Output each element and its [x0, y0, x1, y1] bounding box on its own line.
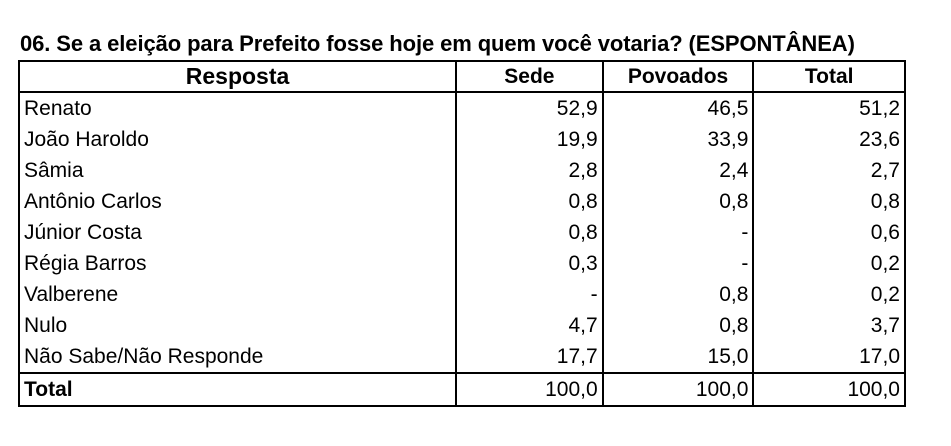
- cell-resposta: Júnior Costa: [24, 221, 142, 244]
- cell-sede: 52,9: [455, 92, 603, 124]
- cell-sede: 0,3: [455, 248, 603, 279]
- cell-total: 0,6: [752, 217, 905, 248]
- table-row: Antônio Carlos 0,8 0,8 0,8: [19, 186, 905, 217]
- total-povoados: 100,0: [601, 372, 754, 406]
- cell-total: 23,6: [752, 124, 905, 155]
- cell-povoados: 0,8: [601, 279, 754, 310]
- table-row: Valberene - 0,8 0,2: [19, 279, 905, 310]
- cell-povoados: 46,5: [601, 92, 754, 124]
- cell-total: 17,0: [752, 341, 905, 373]
- cell-povoados: 0,8: [601, 186, 754, 217]
- cell-total: 0,2: [752, 248, 905, 279]
- cell-resposta: João Haroldo: [24, 128, 149, 151]
- header-povoados: Povoados: [601, 61, 754, 93]
- cell-resposta: Antônio Carlos: [24, 190, 162, 213]
- table-header-row: Resposta Sede Povoados Total: [19, 61, 905, 93]
- table-row: Não Sabe/Não Responde 17,7 15,0 17,0: [19, 341, 905, 373]
- cell-sede: -: [455, 279, 603, 310]
- header-sede: Sede: [455, 61, 603, 93]
- cell-total: 2,7: [752, 155, 905, 186]
- total-label: Total: [19, 372, 457, 406]
- total-sede: 100,0: [455, 372, 603, 406]
- table-row: Júnior Costa 0,8 - 0,6: [19, 217, 905, 248]
- cell-total: 51,2: [752, 92, 905, 124]
- cell-sede: 17,7: [455, 341, 603, 373]
- table-row: João Haroldo 19,9 33,9 23,6: [19, 124, 905, 155]
- results-table: Resposta Sede Povoados Total Renato 52,9…: [18, 60, 906, 407]
- header-total: Total: [752, 61, 905, 93]
- cell-povoados: 15,0: [601, 341, 754, 373]
- cell-sede: 2,8: [455, 155, 603, 186]
- cell-sede: 19,9: [455, 124, 603, 155]
- cell-resposta: Renato: [24, 97, 92, 120]
- cell-sede: 4,7: [455, 310, 603, 341]
- cell-sede: 0,8: [455, 186, 603, 217]
- table-row: Sâmia 2,8 2,4 2,7: [19, 155, 905, 186]
- cell-povoados: 0,8: [601, 310, 754, 341]
- question-title: 06. Se a eleição para Prefeito fosse hoj…: [20, 31, 855, 56]
- cell-total: 3,7: [752, 310, 905, 341]
- table-row: Régia Barros 0,3 - 0,2: [19, 248, 905, 279]
- header-resposta: Resposta: [19, 61, 457, 93]
- cell-povoados: -: [601, 217, 754, 248]
- cell-total: 0,8: [752, 186, 905, 217]
- cell-povoados: 2,4: [601, 155, 754, 186]
- cell-resposta: Não Sabe/Não Responde: [24, 345, 264, 368]
- cell-resposta: Sâmia: [24, 159, 84, 182]
- cell-resposta: Valberene: [24, 283, 119, 306]
- cell-resposta: Régia Barros: [24, 252, 147, 275]
- table-row: Renato 52,9 46,5 51,2: [19, 92, 905, 124]
- cell-total: 0,2: [752, 279, 905, 310]
- cell-sede: 0,8: [455, 217, 603, 248]
- cell-povoados: 33,9: [601, 124, 754, 155]
- table-total-row: Total 100,0 100,0 100,0: [19, 372, 905, 406]
- cell-resposta: Nulo: [24, 314, 68, 337]
- table-row: Nulo 4,7 0,8 3,7: [19, 310, 905, 341]
- total-total: 100,0: [752, 372, 905, 406]
- cell-povoados: -: [601, 248, 754, 279]
